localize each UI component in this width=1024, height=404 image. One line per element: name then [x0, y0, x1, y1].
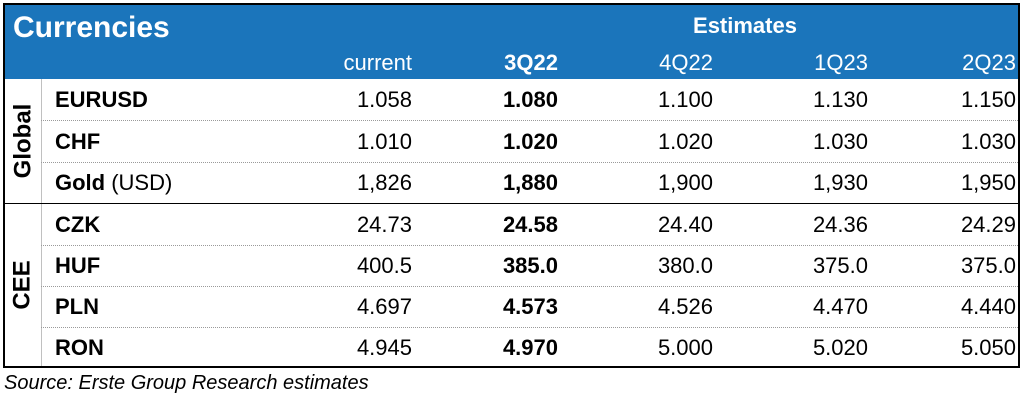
table-row: CZK 24.73 24.58 24.40 24.36 24.29: [41, 204, 1018, 246]
column-header-current: current: [343, 50, 412, 75]
table-row: RON 4.945 4.970 5.000 5.020 5.050: [41, 327, 1018, 368]
table-row: PLN 4.697 4.573 4.526 4.470 4.440: [41, 286, 1018, 328]
value-3q22: 385.0: [502, 253, 558, 278]
value-3q22: 1.020: [502, 129, 558, 154]
value-current: 1.010: [356, 129, 412, 154]
value-1q23: 375.0: [812, 253, 868, 278]
currency-table: Currencies Estimates current 3Q22 4Q22 1…: [3, 3, 1020, 368]
value-4q22: 5.000: [657, 335, 713, 360]
table-row: EURUSD 1.058 1.080 1.100 1.130 1.150: [41, 79, 1018, 121]
value-2q23: 375.0: [960, 253, 1016, 278]
value-1q23: 5.020: [812, 335, 868, 360]
value-2q23: 4.440: [960, 294, 1016, 319]
group-label-global: Global: [5, 79, 42, 204]
value-2q23: 1.030: [960, 129, 1016, 154]
value-4q22: 1.100: [657, 87, 713, 112]
value-3q22: 1,880: [502, 170, 558, 195]
currency-name: HUF: [55, 253, 101, 278]
column-header-2q23: 2Q23: [962, 50, 1016, 75]
currency-name: PLN: [55, 294, 99, 319]
value-2q23: 1.150: [960, 87, 1016, 112]
value-1q23: 1,930: [812, 170, 868, 195]
value-current: 1.058: [356, 87, 412, 112]
column-header-3q22: 3Q22: [504, 50, 558, 75]
value-4q22: 24.40: [657, 212, 713, 237]
value-current: 1,826: [356, 170, 412, 195]
value-current: 24.73: [356, 212, 412, 237]
value-2q23: 24.29: [960, 212, 1016, 237]
value-2q23: 5.050: [960, 335, 1016, 360]
currency-name: RON: [55, 335, 104, 360]
currency-name: EURUSD: [55, 87, 148, 112]
value-3q22: 4.573: [502, 294, 558, 319]
value-2q23: 1,950: [960, 170, 1016, 195]
currency-unit: (USD): [105, 170, 173, 195]
value-4q22: 380.0: [657, 253, 713, 278]
table-row: CHF 1.010 1.020 1.020 1.030 1.030: [41, 121, 1018, 163]
value-current: 400.5: [356, 253, 412, 278]
source-note: Source: Erste Group Research estimates: [4, 372, 369, 394]
value-1q23: 1.130: [812, 87, 868, 112]
value-1q23: 4.470: [812, 294, 868, 319]
currency-name: CHF: [55, 129, 101, 154]
value-current: 4.697: [356, 294, 412, 319]
estimates-label: Estimates: [693, 13, 797, 38]
value-3q22: 1.080: [502, 87, 558, 112]
group-label-cee: CEE: [5, 204, 42, 366]
column-header-1q23: 1Q23: [814, 50, 868, 75]
value-4q22: 1,900: [657, 170, 713, 195]
currency-name: CZK: [55, 212, 101, 237]
value-4q22: 4.526: [657, 294, 713, 319]
value-1q23: 24.36: [812, 212, 868, 237]
table-row: HUF 400.5 385.0 380.0 375.0 375.0: [41, 245, 1018, 287]
table-header: Currencies Estimates current 3Q22 4Q22 1…: [5, 5, 1018, 79]
value-1q23: 1.030: [812, 129, 868, 154]
value-current: 4.945: [356, 335, 412, 360]
column-header-4q22: 4Q22: [659, 50, 713, 75]
table-title: Currencies: [13, 11, 170, 44]
value-4q22: 1.020: [657, 129, 713, 154]
currency-name: Gold (USD): [55, 170, 173, 195]
table-row: Gold (USD) 1,826 1,880 1,900 1,930 1,950: [41, 162, 1018, 204]
value-3q22: 4.970: [502, 335, 558, 360]
value-3q22: 24.58: [502, 212, 558, 237]
